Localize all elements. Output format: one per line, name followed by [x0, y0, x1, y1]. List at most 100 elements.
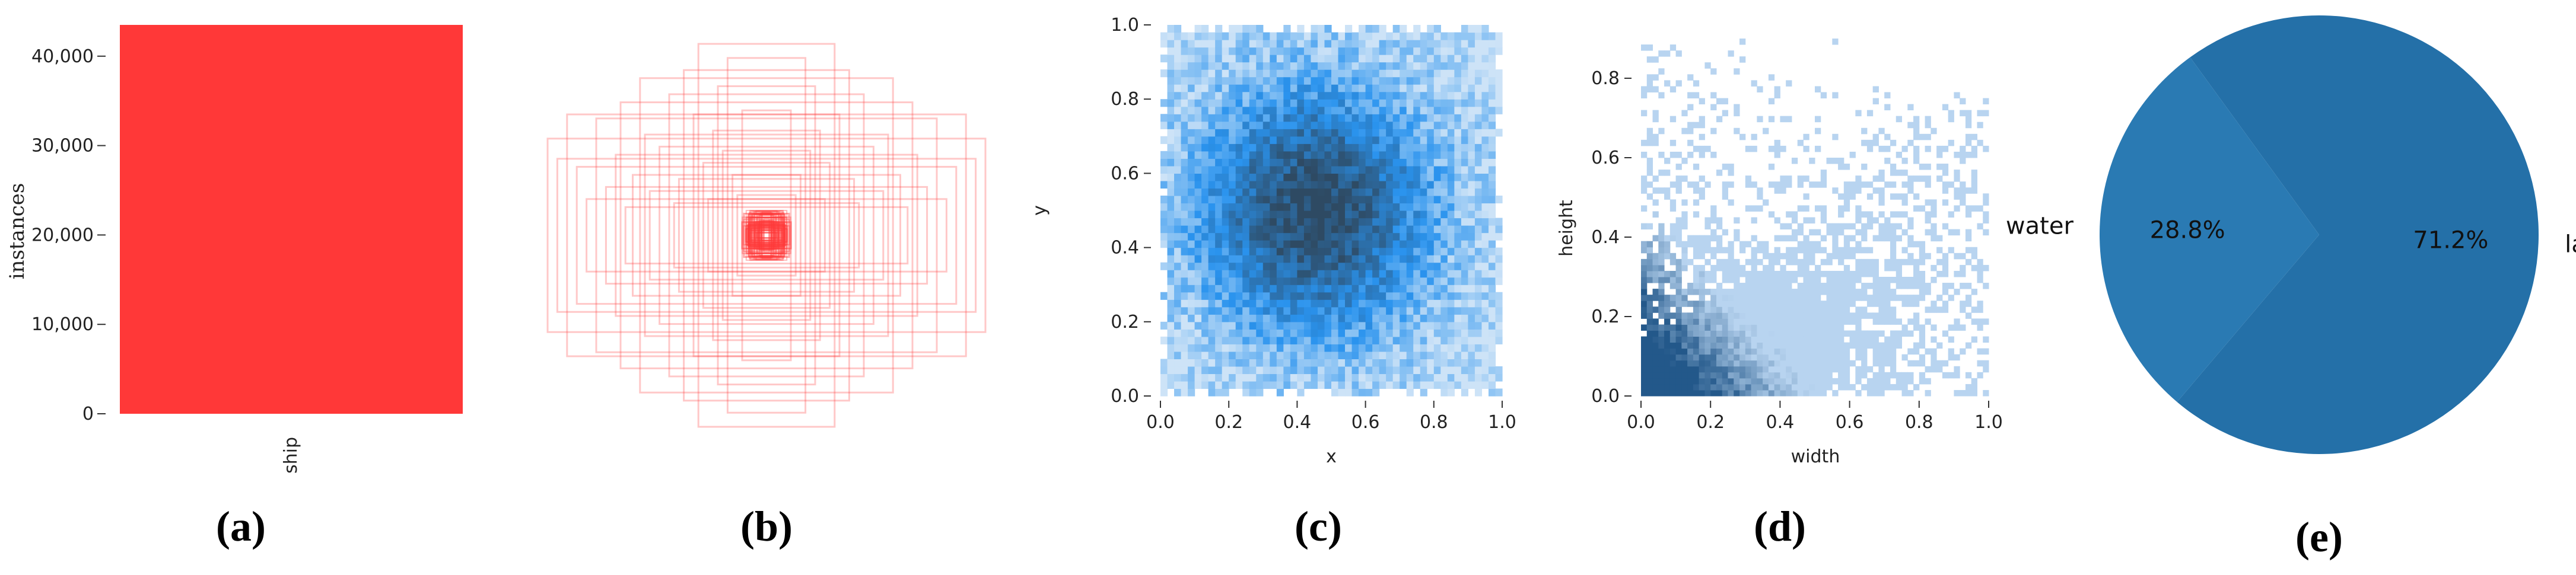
box-outline-small [742, 222, 791, 249]
heatmap-cell [1256, 292, 1264, 300]
heatmap-cell [1447, 121, 1455, 129]
heatmap-cell [1365, 262, 1373, 270]
heatmap-cell [1890, 354, 1897, 361]
heatmap-cell [1734, 360, 1740, 367]
heatmap-cell [1913, 312, 1920, 319]
heatmap-cell [1728, 301, 1734, 307]
heatmap-cell [1160, 373, 1168, 382]
heatmap-cell [1174, 255, 1182, 263]
heatmap-cell [1290, 121, 1297, 129]
heatmap-cell [1481, 255, 1489, 263]
heatmap-cell [1174, 76, 1182, 85]
heatmap-cell [1276, 321, 1284, 330]
box-outline-small [746, 216, 787, 254]
heatmap-cell [1855, 241, 1862, 248]
heatmap-cell [1167, 285, 1175, 293]
heatmap-cell [1303, 321, 1312, 330]
heatmap-cell [1270, 151, 1277, 159]
heatmap-cell [1658, 312, 1665, 319]
heatmap-cell [1866, 264, 1874, 271]
heatmap-cell [1181, 262, 1188, 270]
heatmap-cell [1652, 342, 1659, 349]
heatmap-cell [1181, 329, 1188, 337]
heatmap-cell [1215, 351, 1223, 359]
heatmap-cell [1826, 360, 1833, 367]
heatmap-cell [1235, 69, 1243, 78]
heatmap-cell [1710, 151, 1717, 158]
heatmap-cell [1311, 373, 1318, 382]
heatmap-cell [1345, 106, 1353, 114]
heatmap-cell [1215, 373, 1223, 382]
heatmap-cell [1474, 240, 1483, 248]
heatmap-cell [1866, 366, 1874, 373]
heatmap-cell [1406, 188, 1414, 196]
heatmap-cell [1427, 218, 1435, 226]
heatmap-cell [1791, 277, 1798, 283]
heatmap-cell [1222, 76, 1229, 85]
heatmap-cell [1311, 344, 1318, 352]
heatmap-cell [1174, 106, 1182, 114]
heatmap-cell [1338, 388, 1346, 397]
heatmap-cell [1983, 98, 1989, 105]
heatmap-cell [1440, 270, 1448, 278]
heatmap-cell [1474, 121, 1483, 129]
heatmap-cell [1256, 188, 1264, 196]
heatmap-cell [1242, 306, 1250, 315]
heatmap-cell [1345, 336, 1353, 344]
heatmap-cell [1815, 378, 1821, 385]
heatmap-cell [1488, 240, 1496, 248]
heatmap-cell [1413, 218, 1421, 226]
heatmap-cell [1372, 62, 1380, 70]
heatmap-cell [1331, 329, 1339, 337]
heatmap-cell [1890, 258, 1897, 266]
heatmap-cell [1392, 129, 1400, 137]
heatmap-cell [1338, 62, 1346, 70]
heatmap-cell [1797, 330, 1804, 337]
box-outline-small [760, 212, 773, 258]
heatmap-cell [1222, 47, 1229, 55]
heatmap-cell [1188, 40, 1195, 48]
heatmap-cell [1345, 270, 1353, 278]
heatmap-cell [1751, 80, 1757, 87]
heatmap-cell [1194, 25, 1202, 33]
heatmap-cell [1855, 295, 1862, 301]
heatmap-cell [1907, 277, 1914, 283]
heatmap-cell [1488, 32, 1496, 40]
heatmap-cell [1681, 336, 1688, 343]
heatmap-cell [1365, 99, 1373, 107]
heatmap-cell [1392, 247, 1400, 255]
heatmap-cell [1687, 127, 1694, 135]
heatmap-cell [1884, 258, 1891, 266]
heatmap-cell [1331, 165, 1339, 174]
heatmap-cell [1815, 116, 1821, 123]
heatmap-cell [1488, 285, 1496, 293]
heatmap-cell [1194, 129, 1202, 137]
heatmap-cell [1843, 264, 1850, 271]
heatmap-cell [1768, 164, 1775, 170]
heatmap-cell [1687, 384, 1694, 391]
heatmap-cell [1728, 199, 1734, 206]
heatmap-cell [1716, 330, 1723, 337]
heatmap-cell [1440, 129, 1448, 137]
heatmap-cell [1716, 301, 1723, 307]
heatmap-cell [1229, 344, 1236, 352]
heatmap-cell [1440, 91, 1448, 100]
heatmap-cell [1454, 359, 1462, 367]
heatmap-cell [1242, 373, 1250, 382]
heatmap-cell [1297, 351, 1305, 359]
heatmap-cell [1338, 180, 1346, 189]
heatmap-cell [1774, 277, 1780, 283]
heatmap-cell [1174, 292, 1182, 300]
heatmap-cell [1716, 389, 1723, 397]
heatmap-cell [1303, 151, 1312, 159]
heatmap-cell [1786, 175, 1792, 182]
heatmap-cell [1222, 218, 1229, 226]
heatmap-cell [1270, 158, 1277, 167]
box-outline-small [749, 216, 784, 254]
heatmap-cell [1290, 173, 1297, 181]
heatmap-cell [1167, 143, 1175, 152]
heatmap-cell [1820, 312, 1827, 319]
heatmap-cell [1208, 129, 1216, 137]
heatmap-cell [1664, 330, 1671, 337]
heatmap-cell [1815, 241, 1821, 248]
